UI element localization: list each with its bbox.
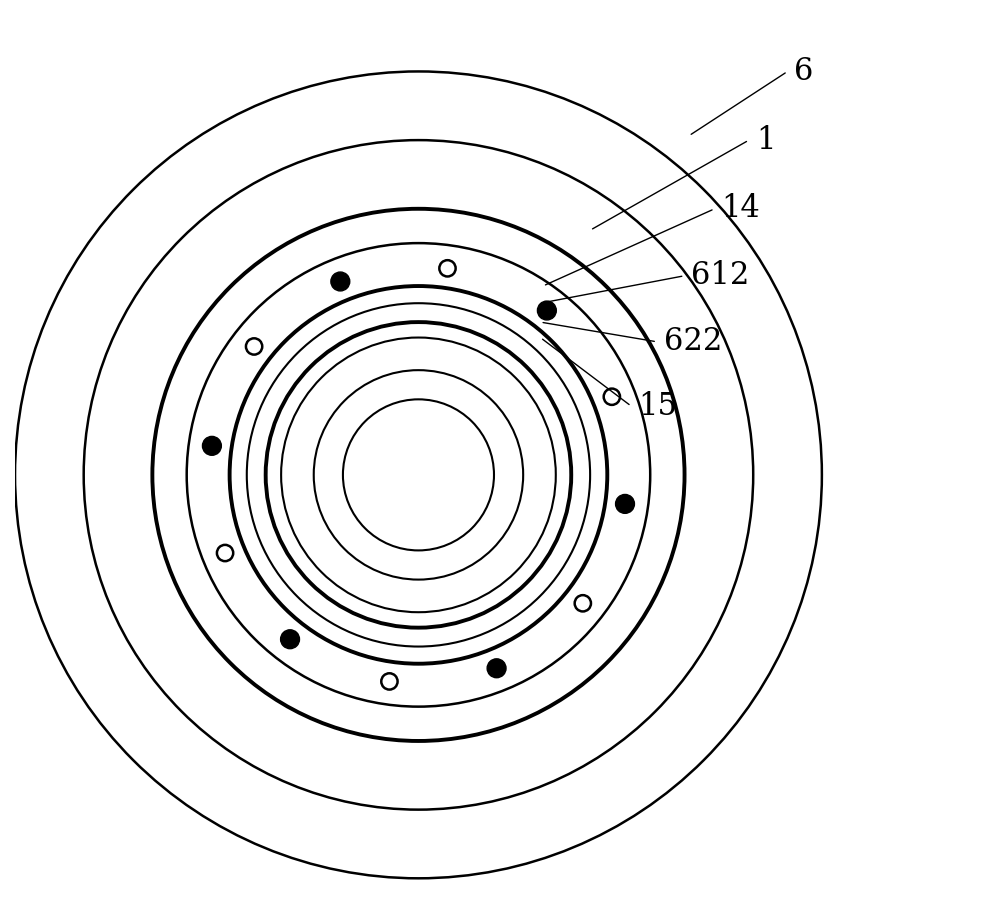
Text: 14: 14	[721, 193, 760, 225]
Circle shape	[616, 494, 634, 514]
Circle shape	[487, 659, 506, 677]
Text: 1: 1	[756, 125, 775, 155]
Circle shape	[281, 630, 299, 649]
Circle shape	[537, 301, 556, 320]
Text: 6: 6	[794, 56, 814, 87]
Text: 612: 612	[691, 261, 750, 291]
Circle shape	[331, 272, 350, 291]
Text: 622: 622	[664, 326, 722, 358]
Text: 15: 15	[638, 391, 677, 421]
Circle shape	[202, 436, 221, 456]
